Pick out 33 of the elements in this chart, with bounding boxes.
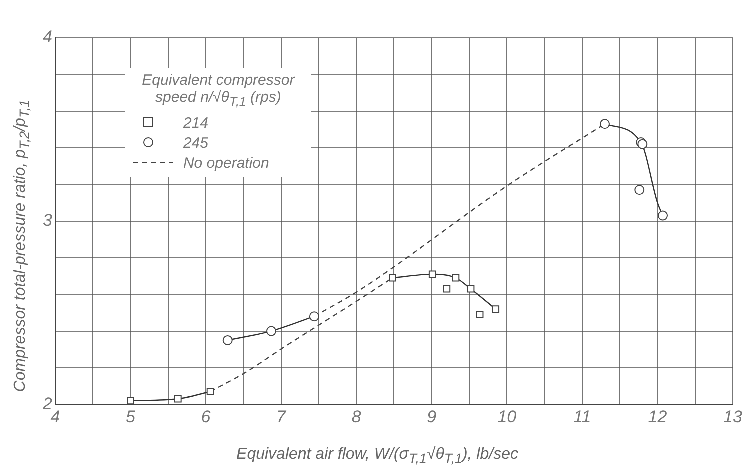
x-tick-label: 7 bbox=[276, 408, 287, 427]
x-tick-label: 13 bbox=[724, 408, 743, 427]
legend-label: No operation bbox=[183, 154, 270, 172]
x-tick-label: 5 bbox=[126, 408, 136, 427]
point bbox=[492, 306, 500, 313]
y-tick-label: 2 bbox=[42, 394, 53, 414]
point bbox=[452, 274, 460, 282]
point bbox=[174, 395, 182, 403]
point bbox=[266, 326, 277, 336]
x-tick-label: 12 bbox=[648, 408, 668, 427]
legend-label: 245 bbox=[183, 134, 208, 152]
x-axis-title: Equivalent air flow, W/(σ$_{T,1}$√θ$_{T,1}$), lb/sec bbox=[236, 446, 520, 466]
point bbox=[600, 119, 610, 130]
x-tick-label: 10 bbox=[498, 408, 518, 427]
point bbox=[222, 335, 233, 346]
y-tick-label: 3 bbox=[42, 211, 53, 230]
point bbox=[658, 210, 668, 221]
point bbox=[476, 311, 484, 318]
x-tick-label: 11 bbox=[574, 408, 592, 427]
x-tick-label: 9 bbox=[427, 408, 438, 427]
x-tick-label: 8 bbox=[352, 408, 362, 427]
point bbox=[309, 312, 320, 322]
legend-label: 214 bbox=[183, 114, 208, 132]
point bbox=[206, 388, 214, 396]
legend-title: Equivalent compressor speed n/√θ$_{T,1}$ (rps) bbox=[141, 72, 296, 109]
point bbox=[428, 270, 436, 278]
point bbox=[634, 185, 645, 196]
point bbox=[127, 397, 134, 405]
point bbox=[389, 274, 396, 282]
y-tick-label: 4 bbox=[42, 28, 52, 47]
point bbox=[467, 285, 475, 293]
x-tick-label: 6 bbox=[201, 408, 212, 427]
point bbox=[443, 285, 451, 293]
